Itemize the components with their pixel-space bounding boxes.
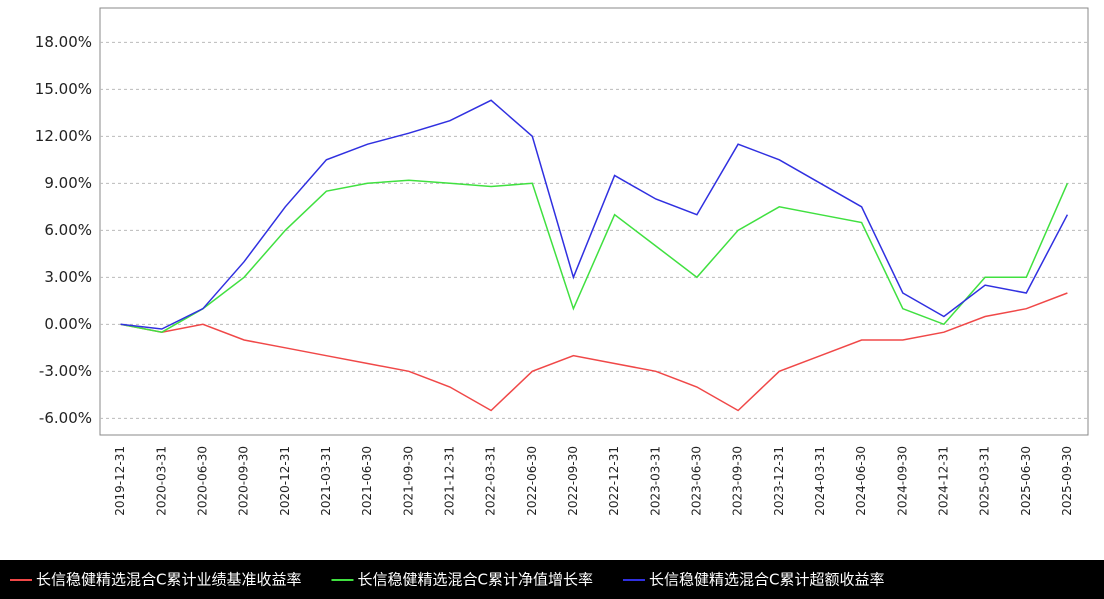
x-tick-label: 2023-03-31 [648, 446, 662, 516]
y-tick-label: 18.00% [35, 33, 92, 51]
y-tick-label: -6.00% [39, 409, 92, 427]
x-tick-label: 2023-12-31 [772, 446, 786, 516]
x-tick-label: 2023-09-30 [731, 446, 745, 516]
x-tick-label: 2020-12-31 [278, 446, 292, 516]
y-tick-label: 9.00% [44, 174, 92, 192]
x-tick-label: 2024-09-30 [895, 446, 909, 516]
x-tick-label: 2021-03-31 [319, 446, 333, 516]
x-tick-label: 2020-09-30 [237, 446, 251, 516]
x-tick-label: 2022-09-30 [566, 446, 580, 516]
x-tick-label: 2022-12-31 [607, 446, 621, 516]
legend-label: 长信稳健精选混合C累计净值增长率 [357, 571, 592, 589]
y-tick-label: 15.00% [35, 80, 92, 98]
x-tick-label: 2021-06-30 [360, 446, 374, 516]
chart: -6.00% -3.00% 0.00% 3.00% 6.00% 9.00% 12.00% 15… [0, 0, 1104, 599]
x-tick-label: 2025-09-30 [1060, 446, 1074, 516]
x-tick-label: 2025-03-31 [978, 446, 992, 516]
x-tick-label: 2024-12-31 [936, 446, 950, 516]
x-tick-label: 2021-09-30 [401, 446, 415, 516]
y-tick-label: -3.00% [39, 362, 92, 380]
legend-label: 长信稳健精选混合C累计业绩基准收益率 [36, 571, 301, 589]
legend-label: 长信稳健精选混合C累计超额收益率 [649, 571, 884, 589]
x-tick-label: 2024-03-31 [813, 446, 827, 516]
x-tick-label: 2021-12-31 [442, 446, 456, 516]
x-tick-label: 2024-06-30 [854, 446, 868, 516]
y-tick-label: 12.00% [35, 127, 92, 145]
x-tick-label: 2022-03-31 [484, 446, 498, 516]
x-tick-label: 2023-06-30 [689, 446, 703, 516]
x-tick-label: 2020-06-30 [195, 446, 209, 516]
y-tick-label: 6.00% [44, 221, 92, 239]
y-tick-label: 0.00% [44, 315, 92, 333]
x-tick-label: 2022-06-30 [525, 446, 539, 516]
y-tick-label: 3.00% [44, 268, 92, 286]
x-tick-label: 2020-03-31 [154, 446, 168, 516]
x-tick-label: 2019-12-31 [113, 446, 127, 516]
x-tick-label: 2025-06-30 [1019, 446, 1033, 516]
